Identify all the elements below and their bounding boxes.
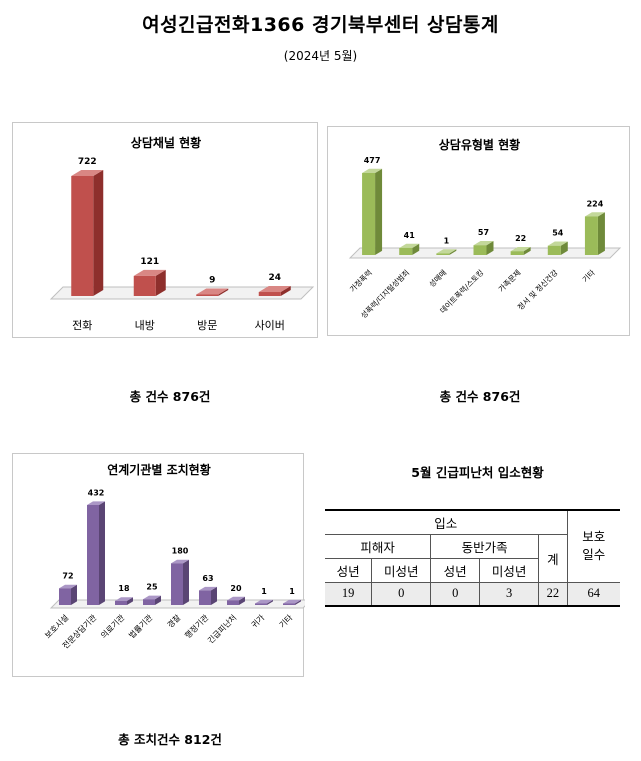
chart-title: 연계기관별 조치현황 [107, 462, 211, 477]
header-family: 동반가족 [430, 533, 540, 559]
chart-bar [115, 597, 133, 605]
chart-bar [436, 249, 457, 255]
data-label: 121 [140, 257, 159, 267]
category-label: 법률기관 [127, 612, 155, 640]
category-label: 긴급피난처 [205, 612, 238, 645]
header-family-adult: 성년 [430, 557, 481, 583]
data-label: 224 [587, 199, 604, 208]
chart-bar [227, 596, 245, 605]
data-label: 1 [261, 587, 267, 596]
total-type: 총 건수 876건 [439, 389, 521, 404]
value-sum: 22 [538, 581, 568, 607]
category-label: 내방 [135, 319, 155, 332]
shelter-table: 입소 보호 일수 피해자 동반가족 계 성년 미성년 성년 미성년 19 0 0… [325, 509, 620, 607]
data-label: 24 [268, 273, 281, 283]
chart-channel: 상담채널 현황 722 전화 121 내방 9 방문 24 사이버 [12, 122, 318, 338]
category-label: 의료기관 [99, 612, 127, 640]
chart-title: 상담유형별 현황 [439, 137, 520, 152]
data-label: 180 [172, 547, 189, 556]
data-label: 63 [202, 574, 213, 583]
chart-bar [171, 559, 189, 605]
category-label: 전화 [72, 319, 92, 332]
chart-bar [473, 241, 494, 255]
data-label: 22 [515, 234, 526, 243]
value-family-adult: 0 [430, 581, 481, 607]
data-label: 432 [88, 488, 105, 497]
chart-bar [87, 501, 105, 605]
header-protect-days: 보호 일수 [566, 509, 620, 583]
shelter-title: 5월 긴급피난처 입소현황 [411, 465, 544, 480]
page-title: 여성긴급전화1366 경기북부센터 상담통계 [142, 14, 499, 36]
chart-bar [133, 269, 166, 296]
category-label: 방문 [197, 319, 217, 332]
chart-title: 상담채널 현황 [131, 135, 201, 150]
header-admission: 입소 [325, 509, 568, 535]
data-label: 1 [289, 587, 295, 596]
chart-bar [283, 599, 301, 605]
value-family-minor: 3 [479, 581, 540, 607]
data-label: 72 [62, 572, 73, 581]
total-channel: 총 건수 876건 [129, 389, 211, 404]
chart-bar [362, 168, 383, 255]
chart-bar [510, 247, 531, 255]
category-label: 기타 [581, 268, 597, 284]
category-label: 경찰 [165, 612, 183, 630]
category-label: 사이버 [255, 319, 285, 332]
data-label: 41 [404, 231, 416, 240]
data-label: 54 [552, 229, 564, 238]
chart-bar [584, 212, 605, 255]
data-label: 9 [209, 276, 215, 286]
chart-type-svg: 상담유형별 현황477가정폭력41성폭력/디지털성범죄1성매매57데이트폭력/스… [347, 137, 622, 320]
chart-action-svg: 연계기관별 조치현황72보호시설432전문상담기관18의료기관25법률기관180… [43, 462, 305, 651]
header-sum: 계 [538, 533, 568, 583]
header-victim: 피해자 [325, 533, 432, 559]
chart-bar [255, 599, 273, 605]
chart-action: 연계기관별 조치현황 72 보호시설 432 전문상담기관 18 의료기관 25 법률기관 180… [12, 453, 305, 677]
chart-bar [258, 286, 291, 296]
chart-type: 상담유형별 현황 477 가정폭력 41 성폭력/디지털성범죄 1 성매매 57 데이트폭력/스… [327, 126, 630, 336]
value-victim-minor: 0 [371, 581, 432, 607]
chart-bar [71, 170, 104, 296]
data-label: 20 [230, 584, 242, 593]
category-label: 성매매 [427, 268, 448, 289]
chart-channel-svg: 상담채널 현황 722 전화 121 내방 9 방문 24 사이버 [49, 135, 315, 332]
value-protect-days: 64 [566, 581, 620, 607]
data-label: 18 [118, 584, 130, 593]
page-subtitle: (2024년 5월) [283, 49, 358, 63]
data-label: 57 [478, 228, 489, 237]
category-label: 행정기관 [183, 612, 211, 640]
chart-bar [399, 243, 420, 255]
category-label: 기타 [278, 613, 295, 630]
category-label: 가족문제 [497, 268, 523, 294]
header-family-minor: 미성년 [479, 557, 540, 583]
chart-bar [59, 584, 77, 605]
header-victim-adult: 성년 [325, 557, 373, 583]
data-label: 722 [78, 157, 97, 167]
value-victim-adult: 19 [325, 581, 373, 607]
data-label: 1 [444, 236, 450, 245]
category-label: 보호시설 [43, 612, 71, 640]
chart-bar [196, 288, 229, 296]
category-label: 귀가 [249, 612, 267, 630]
category-label: 가정폭력 [347, 267, 374, 294]
chart-bar [199, 586, 217, 605]
chart-floor [49, 286, 315, 300]
total-action: 총 조치건수 812건 [118, 732, 222, 747]
chart-bar [547, 241, 568, 255]
header-victim-minor: 미성년 [371, 557, 432, 583]
data-label: 477 [364, 156, 381, 165]
data-label: 25 [146, 583, 158, 592]
